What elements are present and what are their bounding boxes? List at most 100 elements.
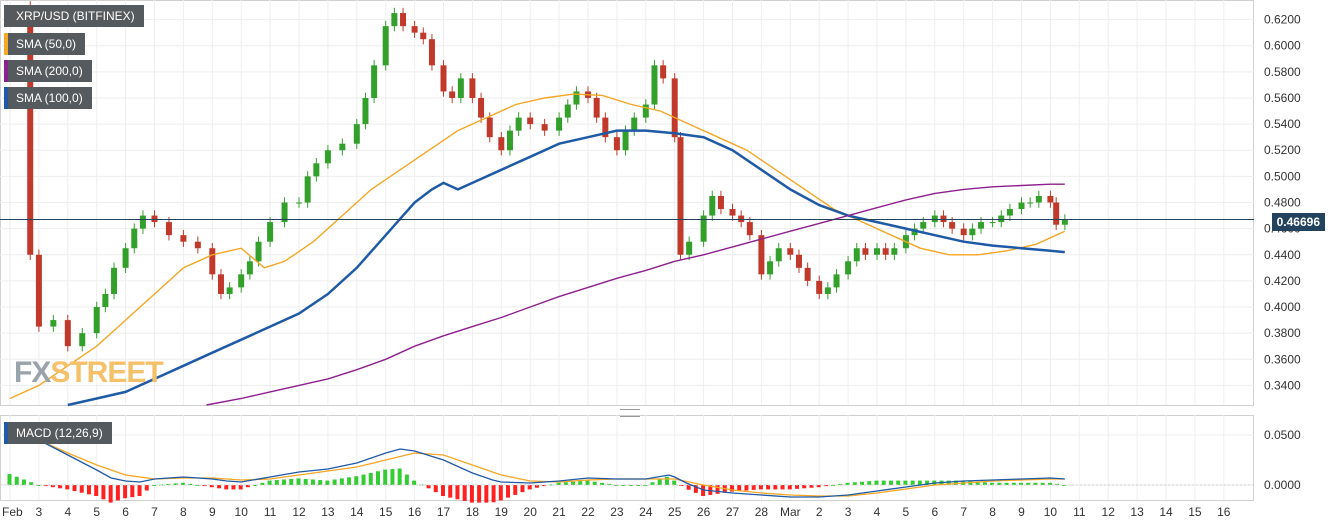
- candle-body: [998, 215, 1005, 223]
- macd-histogram-bar: [975, 481, 980, 485]
- candle-body: [165, 222, 172, 236]
- macd-histogram-bar: [549, 484, 554, 486]
- macd-histogram-bar: [571, 481, 576, 485]
- macd-histogram-bar: [852, 482, 857, 485]
- legend-macd[interactable]: MACD (12,26,9): [4, 422, 112, 444]
- candle-body: [371, 65, 378, 98]
- candle-body: [891, 248, 898, 255]
- macd-histogram-bar: [426, 485, 431, 489]
- candle-body: [139, 215, 146, 229]
- legend-sma-100[interactable]: SMA (100,0): [4, 87, 92, 109]
- candle-body: [660, 65, 667, 79]
- legend-sma-200[interactable]: SMA (200,0): [4, 60, 92, 82]
- macd-histogram-bar: [563, 482, 568, 485]
- macd-histogram-bar: [1033, 482, 1038, 485]
- candle-body: [151, 215, 158, 223]
- x-tick-label: 4: [874, 505, 881, 519]
- macd-histogram-bar: [58, 485, 63, 489]
- x-tick-label: 2: [816, 505, 823, 519]
- macd-histogram-bar: [997, 482, 1002, 485]
- candle-body: [746, 222, 753, 236]
- legend-sma-50[interactable]: SMA (50,0): [4, 33, 86, 55]
- macd-histogram-bar: [628, 485, 633, 486]
- macd-histogram-bar: [477, 485, 482, 503]
- x-tick-label: 12: [1102, 505, 1116, 519]
- macd-histogram-bar: [267, 480, 272, 485]
- candle-body: [506, 130, 513, 151]
- macd-histogram-bar: [101, 485, 106, 500]
- macd-histogram-bar: [318, 480, 323, 485]
- macd-histogram-bar: [274, 480, 279, 485]
- macd-histogram-bar: [701, 485, 706, 496]
- macd-histogram-bar: [310, 479, 315, 485]
- x-tick-label: 19: [495, 505, 509, 519]
- macd-histogram-bar: [585, 480, 590, 485]
- candle-body: [978, 222, 985, 229]
- candle-body: [353, 124, 360, 144]
- y-tick-label: 0.4800: [1264, 196, 1301, 210]
- x-tick-label: 18: [466, 505, 480, 519]
- x-tick-label: 16: [408, 505, 422, 519]
- macd-histogram-bar: [209, 485, 214, 488]
- candle-body: [631, 117, 638, 131]
- candle-body: [362, 97, 369, 125]
- macd-histogram-bar: [188, 483, 193, 485]
- sma-line: [206, 183, 1065, 406]
- macd-histogram-bar: [260, 482, 265, 485]
- candle-body: [651, 65, 658, 105]
- candle-body: [411, 26, 418, 33]
- candle-body: [833, 274, 840, 288]
- macd-histogram-bar: [578, 481, 583, 485]
- y-tick-label: 0.3600: [1264, 352, 1301, 366]
- macd-histogram-bar: [1055, 483, 1060, 485]
- macd-histogram-bar: [506, 485, 511, 498]
- x-tick-label: 10: [235, 505, 249, 519]
- candle-body: [960, 228, 967, 236]
- candle-body: [469, 78, 476, 98]
- macd-histogram-bar: [72, 485, 77, 492]
- candle-body: [613, 137, 620, 151]
- candle-body: [686, 241, 693, 255]
- macd-histogram-bar: [404, 474, 409, 485]
- macd-histogram-bar: [108, 485, 113, 503]
- macd-histogram-bar: [599, 482, 604, 485]
- candle-body: [382, 26, 389, 66]
- legend-label: XRP/USD (BITFINEX): [16, 9, 135, 23]
- macd-histogram-bar: [534, 485, 539, 488]
- candle-body: [313, 163, 320, 177]
- macd-histogram-bar: [1011, 482, 1016, 485]
- x-tick-label: 12: [292, 505, 306, 519]
- macd-histogram-bar: [137, 485, 142, 496]
- candle-body: [949, 222, 956, 229]
- candle-body: [816, 280, 823, 294]
- macd-pane-frame: [0, 415, 1254, 501]
- candle-body: [940, 215, 947, 223]
- x-tick-label: 13: [1130, 505, 1144, 519]
- candle-body: [1047, 195, 1054, 203]
- y-tick-label: 0.0500: [1264, 428, 1301, 442]
- macd-histogram-bar: [990, 482, 995, 485]
- candle-body: [795, 254, 802, 268]
- macd-histogram-bar: [816, 485, 821, 488]
- macd-histogram-bar: [1019, 482, 1023, 485]
- candle-body: [824, 287, 831, 294]
- macd-histogram-bar: [347, 477, 352, 485]
- macd-histogram-bar: [224, 485, 229, 490]
- legend-label: SMA (50,0): [16, 37, 77, 51]
- macd-histogram-bar: [166, 483, 171, 485]
- candle-body: [180, 235, 187, 242]
- candle-body: [717, 195, 724, 210]
- legend-swatch: [4, 5, 8, 27]
- x-tick-label: 8: [180, 505, 187, 519]
- candle-body: [882, 248, 889, 255]
- candle-body: [50, 320, 57, 327]
- pane-resize-handle[interactable]: [620, 409, 640, 417]
- x-tick-label: 3: [845, 505, 852, 519]
- candle-body: [486, 117, 493, 138]
- candle-body: [845, 261, 852, 275]
- x-tick-label: 26: [697, 505, 711, 519]
- macd-histogram-bar: [123, 485, 128, 499]
- legend-pair[interactable]: XRP/USD (BITFINEX): [4, 5, 144, 27]
- macd-histogram-bar: [686, 485, 691, 490]
- candle-body: [478, 97, 485, 118]
